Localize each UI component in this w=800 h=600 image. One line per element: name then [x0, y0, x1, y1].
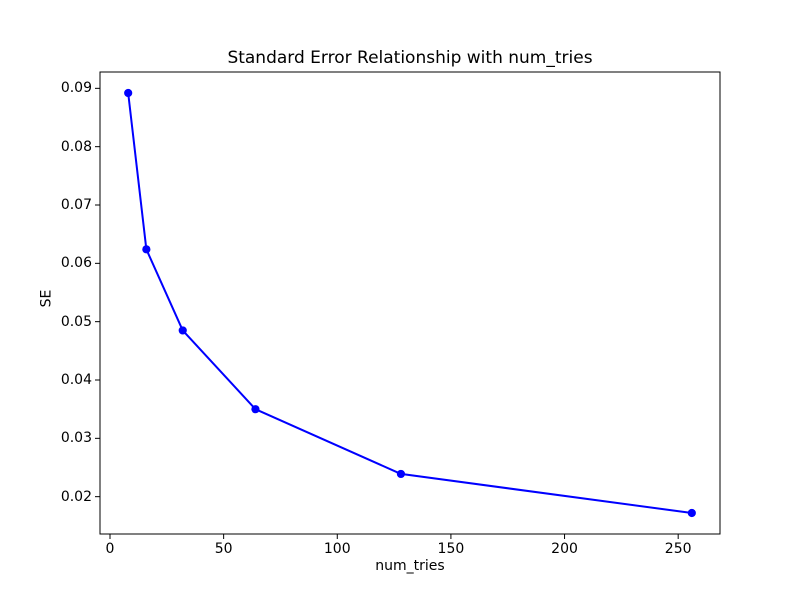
- y-tick-label: 0.07: [60, 197, 92, 213]
- axes-frame: [99, 71, 721, 535]
- data-point-marker: [142, 245, 151, 254]
- x-tick-label: 100: [323, 541, 351, 557]
- data-point-marker: [251, 405, 260, 414]
- data-point-marker: [178, 326, 187, 335]
- y-tick-label: 0.04: [60, 372, 92, 388]
- x-tick-label: 150: [437, 541, 465, 557]
- data-point-marker: [396, 469, 406, 479]
- y-tick-label: 0.03: [60, 430, 92, 447]
- y-tick-label: 0.09: [60, 80, 92, 97]
- x-tick-label: 200: [551, 541, 578, 557]
- y-tick-label: 0.08: [60, 138, 92, 155]
- y-tick-label: 0.06: [60, 255, 92, 272]
- data-point-marker: [124, 88, 133, 98]
- x-tick-label: 50: [214, 541, 233, 557]
- data-point-marker: [687, 508, 696, 518]
- x-axis-label: num_tries: [375, 558, 445, 574]
- y-axis-label: SE: [38, 289, 55, 308]
- x-tick-label: 250: [664, 541, 692, 557]
- x-tick-label: 0: [105, 541, 115, 557]
- y-tick-label: 0.02: [60, 488, 92, 505]
- y-tick-label: 0.05: [60, 313, 92, 330]
- chart-title: Standard Error Relationship with num_tri…: [227, 48, 593, 68]
- se-line: [127, 92, 692, 514]
